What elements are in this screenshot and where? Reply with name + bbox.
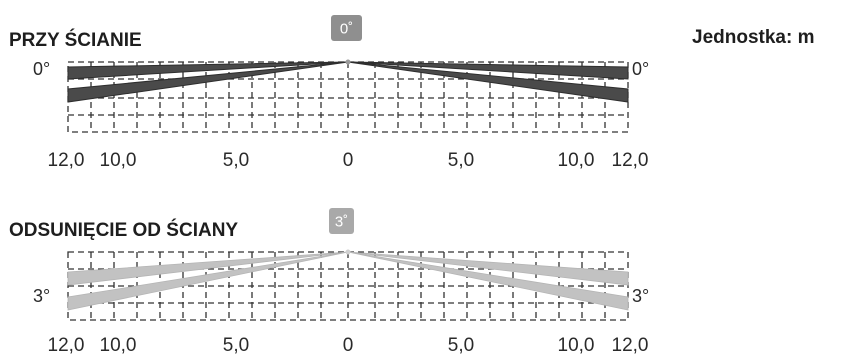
coverage-beams <box>67 251 629 311</box>
tick-label: 5,0 <box>223 150 249 171</box>
angle-badge <box>329 208 354 234</box>
sensor-origin <box>345 249 351 255</box>
beam-left-upper <box>67 251 349 286</box>
tick-label: 12,0 <box>612 150 649 171</box>
panel-title: PRZY ŚCIANIE <box>9 29 142 51</box>
tick-label: 0 <box>343 150 354 171</box>
angle-badge <box>331 15 362 41</box>
beam-right-lower <box>347 61 629 103</box>
tick-label: 12,0 <box>48 150 85 171</box>
angle-badge-label: 0˚ <box>340 21 353 38</box>
tick-label: 5,0 <box>223 335 249 356</box>
tick-label: 12,0 <box>48 335 85 356</box>
tick-label: 10,0 <box>100 150 137 171</box>
beam-right-lower <box>347 251 629 311</box>
panel-offset-mount: ODSUNIĘCIE OD ŚCIANY 3˚ <box>9 208 649 356</box>
beam-left-lower <box>67 251 349 311</box>
distance-ticks: 12,0 10,0 5,0 0 5,0 10,0 12,0 <box>48 335 649 356</box>
tick-label: 10,0 <box>558 335 595 356</box>
distance-ticks: 12,0 10,0 5,0 0 5,0 10,0 12,0 <box>48 150 649 171</box>
beam-right-upper <box>347 251 629 286</box>
unit-label: Jednostka: m <box>692 27 814 48</box>
tick-label: 10,0 <box>558 150 595 171</box>
right-angle-label: 3° <box>632 286 649 306</box>
panel-title: ODSUNIĘCIE OD ŚCIANY <box>9 219 238 241</box>
coverage-beams <box>67 61 629 103</box>
left-angle-label: 0° <box>33 59 50 79</box>
tick-label: 12,0 <box>612 335 649 356</box>
left-angle-label: 3° <box>33 286 50 306</box>
panel-wall-mount: PRZY ŚCIANIE 0˚ <box>9 15 649 171</box>
tick-label: 5,0 <box>448 150 474 171</box>
beam-left-upper <box>67 61 349 80</box>
sensor-origin <box>345 59 351 65</box>
right-angle-label: 0° <box>632 59 649 79</box>
angle-badge-label: 3˚ <box>335 214 348 231</box>
beam-right-upper <box>347 61 629 80</box>
beam-left-lower <box>67 61 349 103</box>
tick-label: 10,0 <box>100 335 137 356</box>
tick-label: 0 <box>343 335 354 356</box>
tick-label: 5,0 <box>448 335 474 356</box>
